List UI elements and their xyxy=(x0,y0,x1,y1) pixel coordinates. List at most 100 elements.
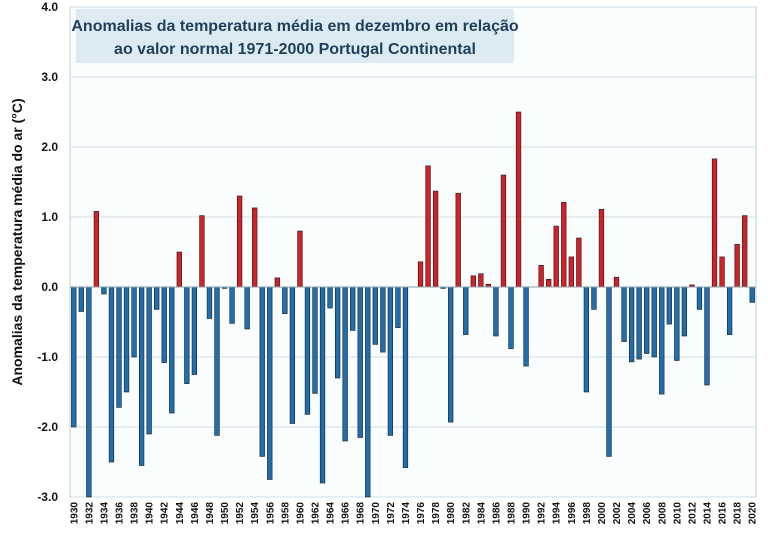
bar-2006 xyxy=(644,286,650,354)
x-tick-label: 1946 xyxy=(190,502,201,525)
bar-1970 xyxy=(372,286,378,345)
bar-2017 xyxy=(726,286,733,335)
bar-1992 xyxy=(538,264,544,288)
x-tick-label: 2008 xyxy=(657,502,668,525)
bar-1949 xyxy=(214,286,220,436)
bar-2002 xyxy=(613,276,620,288)
bar-2010 xyxy=(674,286,680,361)
bar-2005 xyxy=(636,286,642,360)
bar-1945 xyxy=(184,286,190,384)
bar-1942 xyxy=(161,286,167,363)
bar-1948 xyxy=(206,286,213,319)
bar-2004 xyxy=(628,286,635,363)
bar-1983 xyxy=(470,275,476,288)
x-tick-label: 1988 xyxy=(507,502,518,525)
bar-1951 xyxy=(229,286,235,324)
x-tick-label: 1940 xyxy=(145,502,156,525)
y-tick-label: 1.0 xyxy=(41,210,58,224)
bar-1987 xyxy=(500,174,507,288)
x-tick-label: 2014 xyxy=(703,502,714,525)
x-tick-label: 1950 xyxy=(220,502,231,525)
bar-1978 xyxy=(432,190,439,288)
x-tick-label: 2000 xyxy=(597,502,608,525)
bar-1944 xyxy=(176,251,182,288)
bar-1994 xyxy=(553,225,559,288)
x-tick-label: 1934 xyxy=(99,502,110,525)
y-tick-label: 2.0 xyxy=(41,140,58,154)
x-tick-label: 1968 xyxy=(356,502,367,525)
bar-1934 xyxy=(101,286,107,295)
bar-1964 xyxy=(327,286,333,309)
bar-1952 xyxy=(236,195,243,288)
bar-1931 xyxy=(78,286,84,312)
bar-1937 xyxy=(123,286,130,393)
y-axis-label: Anomalias da temperatura média do ar (°C… xyxy=(9,98,25,385)
bar-2009 xyxy=(666,286,672,325)
bar-1973 xyxy=(395,286,401,328)
x-tick-label: 2006 xyxy=(642,502,653,525)
chart-title: Anomalias da temperatura média em dezemb… xyxy=(71,9,519,63)
bar-1984 xyxy=(478,273,484,288)
bar-1999 xyxy=(591,286,597,310)
bar-2013 xyxy=(696,286,703,310)
y-tick-label: 0.0 xyxy=(41,280,58,294)
bar-1955 xyxy=(259,286,265,457)
x-tick-label: 2010 xyxy=(672,502,683,525)
bar-1989 xyxy=(515,111,522,288)
bar-1965 xyxy=(334,286,341,379)
bar-2015 xyxy=(711,158,718,288)
bar-1980 xyxy=(448,286,454,423)
title-line-1: Anomalias da temperatura média em dezemb… xyxy=(71,18,519,35)
bar-1972 xyxy=(387,286,394,436)
x-tick-label: 1976 xyxy=(416,502,427,525)
bar-2008 xyxy=(659,286,665,395)
x-tick-label: 1998 xyxy=(582,502,593,525)
y-tick-label: -2.0 xyxy=(37,420,58,434)
x-tick-label: 1948 xyxy=(205,502,216,525)
x-tick-label: 1972 xyxy=(386,502,397,525)
bar-2001 xyxy=(606,286,612,457)
bar-1954 xyxy=(252,207,258,288)
x-tick-label: 1956 xyxy=(265,502,276,525)
bar-1933 xyxy=(93,211,100,288)
x-tick-label: 1952 xyxy=(235,502,246,525)
y-tick-label: 4.0 xyxy=(41,0,58,14)
x-tick-label: 1978 xyxy=(431,502,442,525)
title-line-2: ao valor normal 1971-2000 Portugal Conti… xyxy=(114,41,476,58)
bar-1974 xyxy=(402,286,409,468)
bar-2000 xyxy=(598,209,605,288)
x-tick-label: 2012 xyxy=(687,502,698,525)
bar-1990 xyxy=(523,286,529,367)
bar-2016 xyxy=(719,256,725,288)
x-tick-label: 1974 xyxy=(401,502,412,525)
bar-1998 xyxy=(583,286,590,393)
x-tick-label: 1984 xyxy=(476,502,487,525)
x-axis-ticks: 1930 1932 1934 1936 1938 1940 1942 1944 1946 1948… xyxy=(69,502,758,525)
bar-1995 xyxy=(561,202,567,288)
y-tick-label: -1.0 xyxy=(37,350,58,364)
x-tick-label: 1996 xyxy=(567,502,578,525)
y-tick-label: -3.0 xyxy=(37,490,58,504)
x-tick-label: 1966 xyxy=(341,502,352,525)
bar-1932 xyxy=(86,286,92,498)
bar-1958 xyxy=(282,286,288,314)
bar-1988 xyxy=(508,286,514,349)
bar-1947 xyxy=(199,215,205,288)
bar-2011 xyxy=(681,286,688,337)
bar-1971 xyxy=(380,286,386,353)
x-tick-label: 1970 xyxy=(371,502,382,525)
bar-1936 xyxy=(116,286,122,408)
x-tick-label: 1954 xyxy=(250,502,261,525)
x-tick-label: 1944 xyxy=(175,502,186,525)
bar-1956 xyxy=(267,286,273,480)
x-tick-label: 1990 xyxy=(522,502,533,525)
x-tick-label: 1980 xyxy=(446,502,457,525)
bar-1996 xyxy=(568,256,574,288)
bar-1938 xyxy=(131,286,137,358)
x-tick-label: 2020 xyxy=(748,502,759,525)
bar-2003 xyxy=(621,286,627,342)
bar-1946 xyxy=(191,286,198,375)
bar-1997 xyxy=(576,237,582,288)
x-tick-label: 1992 xyxy=(537,502,548,525)
